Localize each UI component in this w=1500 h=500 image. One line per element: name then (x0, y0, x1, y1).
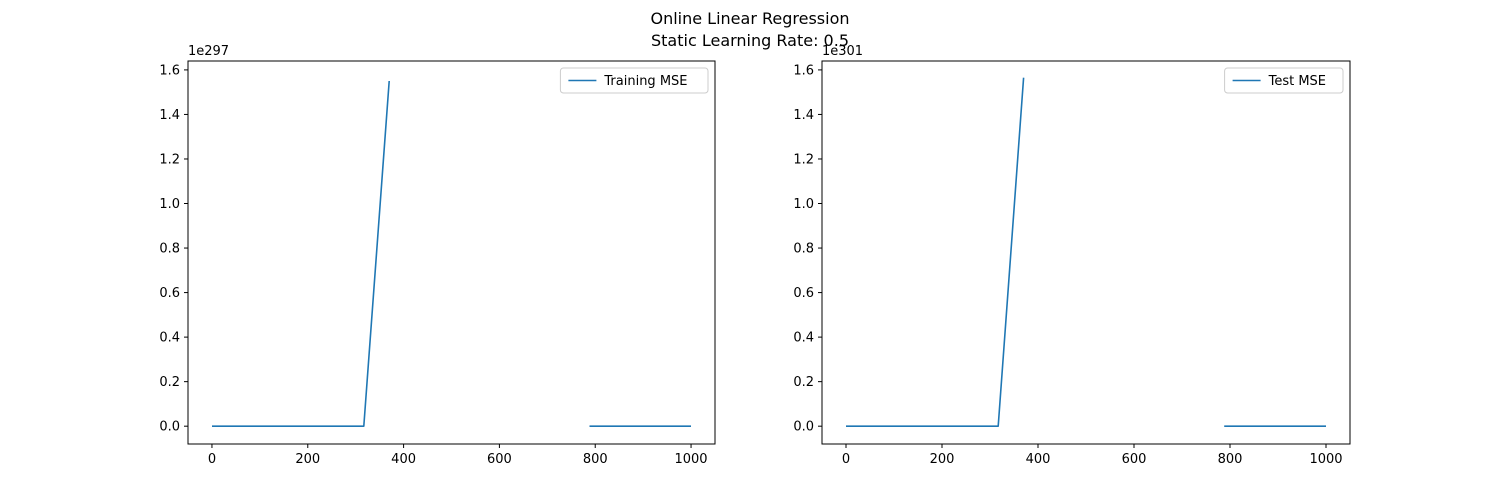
x-tick-label: 200 (295, 452, 320, 467)
x-tick-label: 600 (1122, 452, 1147, 467)
y-offset-label: 1e297 (188, 44, 229, 59)
y-tick-label: 1.0 (793, 197, 814, 212)
figure-title-line2: Static Learning Rate: 0.5 (651, 31, 849, 50)
x-tick-label: 400 (391, 452, 416, 467)
series-line-segment (846, 77, 1025, 428)
x-tick-label: 800 (1218, 452, 1243, 467)
axes-frame (187, 60, 716, 445)
figure-title-line1: Online Linear Regression (650, 9, 849, 28)
subplot-2: 0 200 400 600 800 1000 0.0 0.2 0.4 0.6 0.8 1.0 1.2 1.… (793, 44, 1351, 467)
x-tick-label: 800 (583, 452, 608, 467)
y-tick-label: 0.6 (159, 286, 180, 301)
y-tick-label: 1.2 (159, 152, 180, 167)
y-tick-label: 1.0 (159, 197, 180, 212)
y-tick-label: 1.6 (793, 63, 814, 78)
y-tick-label: 0.8 (793, 242, 814, 257)
y-tick-label: 0.4 (159, 331, 180, 346)
legend-label: Test MSE (1268, 74, 1326, 89)
legend: Test MSE (1224, 67, 1344, 94)
series-line-segment (212, 80, 390, 428)
subplots: 0 200 400 600 800 1000 0.0 0.2 0.4 0.6 0.8 1.0 1.2 1.… (159, 44, 1351, 467)
y-offset-label: 1e301 (822, 44, 863, 59)
subplot-1: 0 200 400 600 800 1000 0.0 0.2 0.4 0.6 0.8 1.0 1.2 1.… (159, 44, 716, 467)
y-tick-label: 0.6 (793, 286, 814, 301)
y-tick-label: 0.2 (159, 375, 180, 390)
y-tick-label: 0.2 (793, 375, 814, 390)
legend-label: Training MSE (603, 74, 687, 89)
y-tick-label: 1.2 (793, 152, 814, 167)
axes-frame (821, 60, 1351, 445)
legend: Training MSE (559, 67, 709, 94)
x-tick-label: 1000 (1309, 452, 1342, 467)
legend-box (1224, 67, 1344, 94)
x-tick-label: 1000 (674, 452, 707, 467)
x-tick-label: 0 (208, 452, 216, 467)
y-tick-label: 0.0 (159, 420, 180, 435)
x-tick-label: 0 (842, 452, 850, 467)
y-tick-label: 0.0 (793, 420, 814, 435)
y-tick-label: 0.4 (793, 331, 814, 346)
y-tick-label: 1.4 (793, 108, 814, 123)
x-tick-label: 600 (487, 452, 512, 467)
x-tick-label: 400 (1026, 452, 1051, 467)
y-tick-label: 0.8 (159, 242, 180, 257)
y-tick-label: 1.6 (159, 63, 180, 78)
legend-box (559, 67, 709, 94)
x-tick-label: 200 (930, 452, 955, 467)
y-tick-label: 1.4 (159, 108, 180, 123)
